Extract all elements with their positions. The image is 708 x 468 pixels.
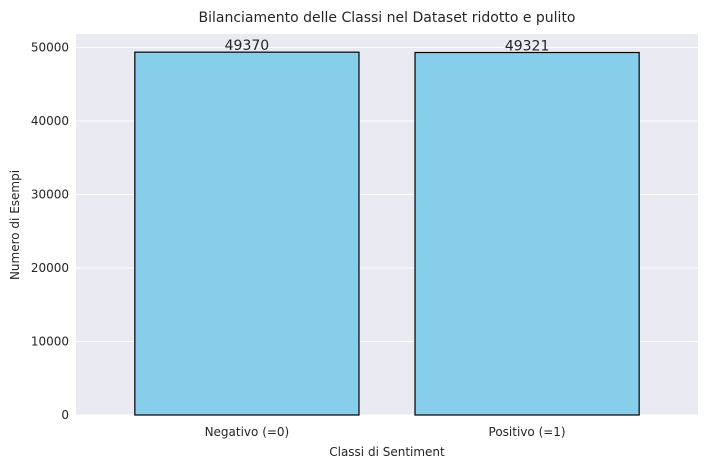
y-tick-label: 30000: [31, 188, 69, 202]
data-label-1: 49321: [505, 39, 550, 55]
y-tick-label: 50000: [31, 41, 69, 55]
y-tick-label: 10000: [31, 335, 69, 349]
x-axis-label: Classi di Sentiment: [329, 445, 445, 459]
y-tick-labels: 0 10000 20000 30000 40000 50000: [31, 41, 69, 422]
x-tick-label: Negativo (=0): [205, 425, 290, 439]
data-label-0: 49370: [225, 38, 270, 54]
bar-1: [414, 51, 640, 416]
x-tick-label: Positivo (=1): [489, 425, 566, 439]
y-tick-label: 40000: [31, 114, 69, 128]
bars: [134, 51, 640, 416]
bar-0: [134, 51, 360, 416]
chart-title: Bilanciamento delle Classi nel Dataset r…: [199, 10, 576, 26]
x-tick-labels: Negativo (=0) Positivo (=1): [205, 425, 566, 439]
y-tick-label: 0: [61, 408, 69, 422]
y-axis-label: Numero di Esempi: [8, 170, 22, 280]
data-labels: 49370 49321: [225, 38, 550, 54]
y-tick-label: 20000: [31, 261, 69, 275]
